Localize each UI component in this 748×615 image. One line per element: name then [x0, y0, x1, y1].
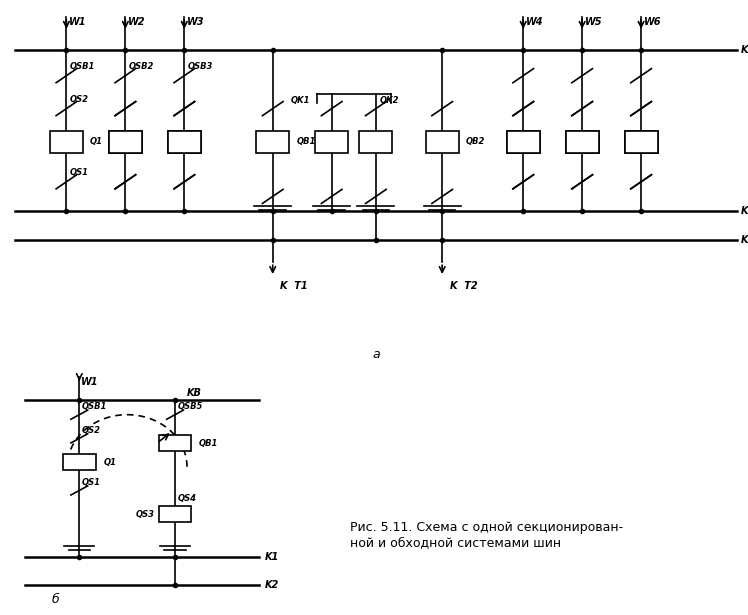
Bar — [168, 130, 201, 153]
Text: QSB5: QSB5 — [177, 402, 203, 411]
Text: K  T2: K T2 — [450, 280, 477, 291]
Text: QS2: QS2 — [82, 426, 101, 435]
Text: KB: KB — [741, 45, 748, 55]
Text: QS1: QS1 — [70, 169, 88, 177]
Bar — [159, 506, 191, 522]
Bar — [50, 130, 83, 153]
Text: QS3: QS3 — [136, 510, 155, 518]
Bar — [625, 130, 657, 153]
Bar — [108, 130, 142, 153]
Bar — [63, 454, 96, 470]
Text: QK1: QK1 — [291, 96, 310, 105]
Bar — [256, 130, 289, 153]
Text: K  T1: K T1 — [280, 280, 307, 291]
Bar — [565, 130, 598, 153]
Text: QSB1: QSB1 — [70, 62, 95, 71]
Text: QB1: QB1 — [199, 438, 218, 448]
Text: K2: K2 — [265, 580, 279, 590]
Text: W3: W3 — [187, 17, 205, 27]
Text: KB: KB — [187, 388, 202, 398]
Text: W4: W4 — [526, 17, 544, 27]
Text: Рис. 5.11. Схема с одной секционирован-
ной и обходной системами шин: Рис. 5.11. Схема с одной секционирован- … — [349, 521, 623, 549]
Text: QS1: QS1 — [82, 478, 101, 487]
Bar — [108, 130, 142, 153]
Bar — [315, 130, 349, 153]
Text: W1: W1 — [81, 377, 99, 387]
Text: Q1: Q1 — [103, 458, 116, 467]
Text: а: а — [372, 348, 380, 361]
Bar — [426, 130, 459, 153]
Bar — [565, 130, 598, 153]
Text: W2: W2 — [129, 17, 146, 27]
Text: K2: K2 — [741, 236, 748, 245]
Text: Q1: Q1 — [90, 137, 103, 146]
Bar — [506, 130, 540, 153]
Text: W1: W1 — [70, 17, 87, 27]
Bar — [625, 130, 657, 153]
Text: QK2: QK2 — [379, 96, 399, 105]
Text: QB2: QB2 — [466, 137, 485, 146]
Text: QSB3: QSB3 — [187, 62, 212, 71]
Text: QS4: QS4 — [177, 494, 197, 504]
Bar — [506, 130, 540, 153]
Text: K1: K1 — [741, 206, 748, 216]
Text: QS2: QS2 — [70, 95, 88, 104]
Text: W6: W6 — [644, 17, 661, 27]
Text: б: б — [52, 593, 59, 606]
Bar — [159, 435, 191, 451]
Text: QSB2: QSB2 — [129, 62, 153, 71]
Bar — [168, 130, 201, 153]
Text: K1: K1 — [265, 552, 279, 561]
Text: W5: W5 — [585, 17, 603, 27]
Bar — [359, 130, 393, 153]
Text: QSB1: QSB1 — [82, 402, 107, 411]
Text: QB1: QB1 — [296, 137, 316, 146]
